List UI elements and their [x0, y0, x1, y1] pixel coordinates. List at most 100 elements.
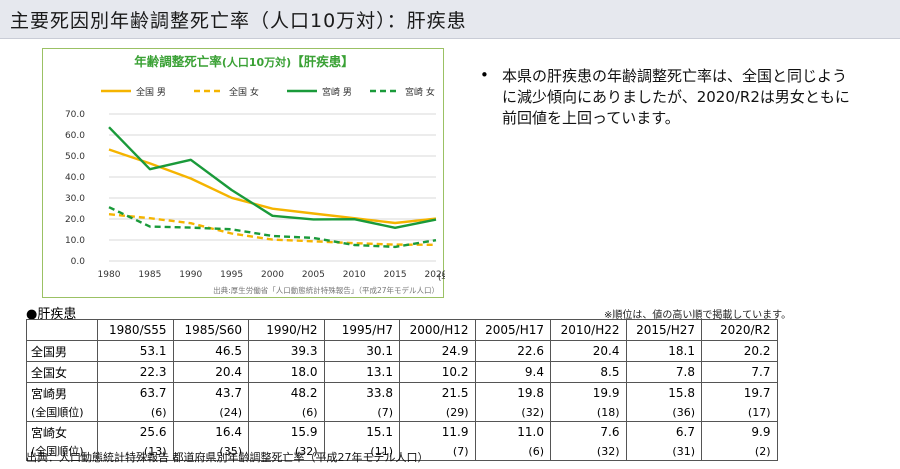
table-cell: 18.1 [625, 340, 702, 362]
table-cell: 6.7 [625, 421, 702, 442]
x-tick-label: 1980 [98, 270, 121, 280]
table-cell: (24) [172, 403, 249, 422]
chart-source-note: 出典:厚生労働省「人口動態統計特殊報告」（平成27年モデル人口） [213, 285, 439, 295]
page-title: 主要死因別年齢調整死亡率（人口10万対）：肝疾患 [10, 10, 467, 32]
y-tick-label: 40.0 [65, 173, 85, 183]
table-row: (全国順位) (13) (35) (32) (11) (7) (6) (32) (31) (2) [26, 442, 778, 461]
table-cell: (18) [550, 403, 627, 422]
x-tick-label: 1995 [220, 270, 243, 280]
table-header-cell: 2010/H22 [550, 319, 627, 341]
table-header-cell: 1985/S60 [172, 319, 249, 341]
table-row-label: 全国男 [26, 340, 98, 362]
table-cell: (7) [323, 403, 400, 422]
table-cell: 19.7 [701, 382, 778, 403]
table-cell: 7.7 [701, 361, 778, 383]
table-header-cell: 2015/H27 [625, 319, 702, 341]
legend-label: 全国 男 [136, 86, 166, 98]
table-header-cell: 2000/H12 [399, 319, 476, 341]
legend-label: 宮崎 女 [405, 86, 435, 98]
commentary-text: 本県の肝疾患の年齢調整死亡率は、全国と同じように減少傾向にありましたが、2020… [502, 67, 850, 127]
x-tick-label: 2015 [384, 270, 407, 280]
table-cell: 11.9 [399, 421, 476, 442]
table-cell: 20.4 [172, 361, 249, 383]
table-cell: 20.2 [701, 340, 778, 362]
data-table: 1980/S55 1985/S60 1990/H2 1995/H7 2000/H… [26, 319, 778, 461]
table-cell: 15.1 [323, 421, 400, 442]
title-bar: 主要死因別年齢調整死亡率（人口10万対）：肝疾患 [0, 0, 900, 39]
table-header-blank [26, 319, 98, 341]
table-header-cell: 2005/H17 [474, 319, 551, 341]
table-cell: 22.3 [97, 361, 174, 383]
bullet-mark: • [480, 66, 489, 84]
table-cell: 19.9 [550, 382, 627, 403]
table-cell: 21.5 [399, 382, 476, 403]
x-tick-label: 2000 [261, 270, 284, 280]
table-cell: (36) [625, 403, 702, 422]
table-cell: 39.3 [248, 340, 325, 362]
table-cell: 30.1 [323, 340, 400, 362]
table-cell: 7.8 [625, 361, 702, 383]
table-cell: 7.6 [550, 421, 627, 442]
x-tick-label: 2005 [302, 270, 325, 280]
table-cell: 63.7 [97, 382, 174, 403]
table-row-label: 宮崎女 [26, 421, 98, 442]
table-row-label: (全国順位) [26, 442, 98, 461]
table-cell: 11.0 [474, 421, 551, 442]
table-cell: 20.4 [550, 340, 627, 362]
table-cell: 18.0 [248, 361, 325, 383]
line-chart: 年齢調整死亡率(人口10万対)【肝疾患】全国 男 全国 女 宮崎 男 宮崎 女 0.0 1… [65, 54, 445, 295]
table-cell: (6) [474, 442, 551, 461]
table-cell: 43.7 [172, 382, 249, 403]
x-tick-label: 2020 [425, 270, 445, 280]
table-cell: 15.9 [248, 421, 325, 442]
legend-label: 宮崎 男 [322, 86, 352, 98]
table-cell: 13.1 [323, 361, 400, 383]
table-cell: (6) [97, 403, 174, 422]
table-cell: (2) [701, 442, 778, 461]
table-cell: 16.4 [172, 421, 249, 442]
chart-title-part: (人口10万対) [222, 55, 291, 69]
chart-panel: 年齢調整死亡率(人口10万対)【肝疾患】全国 男 全国 女 宮崎 男 宮崎 女 0.0 1… [42, 48, 445, 298]
table-cell: 53.1 [97, 340, 174, 362]
table-cell: (32) [550, 442, 627, 461]
y-tick-label: 0.0 [71, 257, 86, 267]
table-cell: (32) [248, 442, 325, 461]
y-tick-label: 30.0 [65, 194, 85, 204]
table-row: 宮崎女 25.6 16.4 15.9 15.1 11.9 11.0 7.6 6.7 9.9 [26, 421, 778, 442]
table-row: 全国男 53.1 46.5 39.3 30.1 24.9 22.6 20.4 18.1 20.2 [26, 340, 778, 362]
x-tick-label: 1990 [179, 270, 202, 280]
series-line [108, 148, 437, 225]
table-cell: 48.2 [248, 382, 325, 403]
x-unit-label: (年) [438, 272, 445, 283]
table-row-label: 全国女 [26, 361, 98, 383]
y-tick-label: 50.0 [65, 152, 85, 162]
table-row: (全国順位) (6) (24) (6) (7) (29) (32) (18) (36) (17) [26, 403, 778, 422]
rank-note: ※順位は、値の高い順で掲載しています。 [604, 310, 792, 321]
table-cell: (11) [323, 442, 400, 461]
legend-label: 全国 女 [229, 86, 259, 98]
source-note: 出典：人口動態統計特殊報告 都道府県別年齢調整死亡率（平成27年モデル人口） [26, 451, 429, 464]
table-cell: 19.8 [474, 382, 551, 403]
table-row-label: (全国順位) [26, 403, 98, 422]
table-header-cell: 1980/S55 [97, 319, 174, 341]
table-cell: (32) [474, 403, 551, 422]
table-header-cell: 1990/H2 [248, 319, 325, 341]
table-cell: (31) [625, 442, 702, 461]
y-tick-label: 20.0 [65, 215, 85, 225]
table-cell: (29) [399, 403, 476, 422]
y-tick-label: 60.0 [65, 131, 85, 141]
chart-title-part: 【肝疾患】 [291, 54, 354, 69]
series-line [108, 213, 437, 246]
table-row: 宮崎男 63.7 43.7 48.2 33.8 21.5 19.8 19.9 15.8 19.7 [26, 382, 778, 403]
chart-title-part: 年齢調整死亡率 [134, 54, 222, 69]
table-header-cell: 1995/H7 [323, 319, 400, 341]
table-cell: 10.2 [399, 361, 476, 383]
y-tick-label: 10.0 [65, 236, 85, 246]
table-cell: 33.8 [323, 382, 400, 403]
y-tick-label: 70.0 [65, 110, 85, 120]
table-row-label: 宮崎男 [26, 382, 98, 403]
section-label: ●肝疾患 [26, 307, 77, 322]
x-tick-label: 2010 [343, 270, 366, 280]
table-cell: (7) [399, 442, 476, 461]
table-header-cell: 2020/R2 [701, 319, 778, 341]
